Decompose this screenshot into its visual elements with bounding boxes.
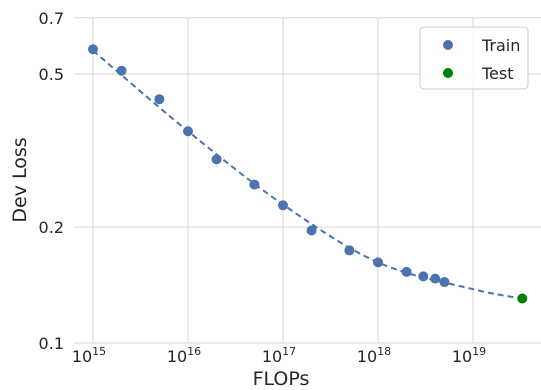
y-tick-label-2: 0.5 — [39, 65, 64, 84]
train-point-11 — [418, 271, 429, 282]
x-tick-label-1: 1016 — [167, 345, 201, 366]
train-point-2 — [154, 94, 165, 105]
x-tick-label-2: 1017 — [262, 345, 296, 366]
x-tick-label-0: 1015 — [72, 345, 106, 366]
train-point-7 — [306, 225, 317, 236]
grid — [74, 17, 541, 344]
train-point-4 — [211, 154, 222, 165]
y-tick-label-3: 0.7 — [39, 9, 64, 28]
fit-line-layer — [92, 49, 523, 300]
train-point-10 — [401, 266, 412, 277]
legend-label-train: Train — [481, 36, 520, 55]
points-layer — [88, 44, 528, 304]
train-point-1 — [116, 65, 127, 76]
y-tick-label-0: 0.1 — [39, 334, 64, 353]
y-tick-label-1: 0.2 — [39, 218, 64, 237]
train-point-12 — [430, 273, 441, 284]
test-point-0 — [517, 293, 528, 304]
train-point-9 — [373, 257, 383, 268]
train-point-6 — [278, 200, 288, 211]
legend-label-test: Test — [481, 64, 514, 83]
x-tick-label-4: 1019 — [452, 345, 486, 366]
fit-line — [92, 49, 523, 300]
x-axis-title: FLOPs — [253, 368, 310, 390]
y-tick-labels: 0.1 0.2 0.5 0.7 — [39, 9, 64, 353]
train-point-8 — [344, 245, 355, 256]
x-tick-label-3: 1018 — [357, 345, 391, 366]
legend-marker-test — [443, 68, 453, 78]
train-point-5 — [249, 179, 260, 190]
legend: Train Test — [419, 26, 529, 90]
train-point-3 — [183, 126, 193, 137]
legend-marker-train — [443, 40, 453, 50]
train-point-13 — [439, 277, 450, 288]
train-point-0 — [88, 44, 98, 55]
y-axis-title: Dev Loss — [9, 137, 31, 222]
x-tick-labels: 1015 1016 1017 1018 1019 — [72, 345, 486, 366]
